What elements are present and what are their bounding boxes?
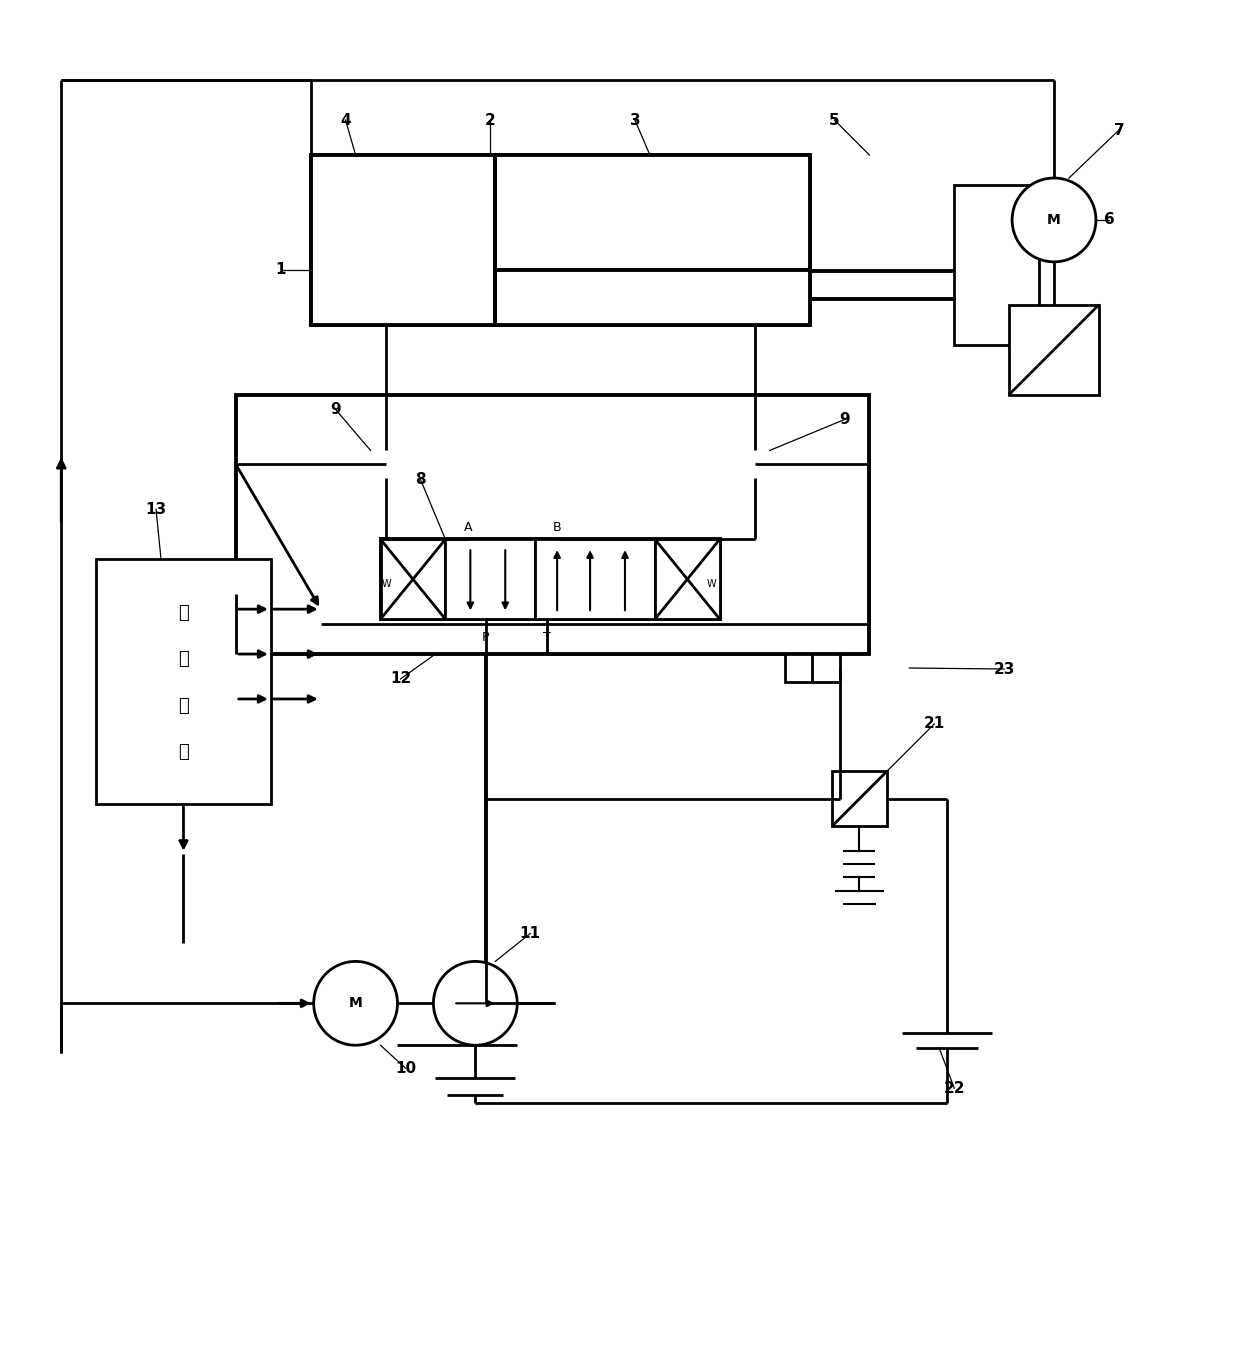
Text: W: W (382, 580, 392, 589)
Text: P: P (482, 631, 490, 643)
Bar (495, 299, 810, 325)
Text: 制: 制 (179, 650, 188, 669)
Text: 7: 7 (1114, 123, 1125, 138)
Bar (311, 156, 495, 325)
Bar (536, 539, 655, 619)
Text: 13: 13 (145, 502, 166, 517)
Bar (371, 451, 401, 478)
Text: 8: 8 (415, 473, 425, 487)
Text: M: M (1047, 213, 1061, 227)
Circle shape (434, 961, 517, 1045)
Bar (740, 451, 770, 478)
Bar (955, 185, 1039, 345)
Text: T: T (543, 631, 551, 643)
Bar (655, 539, 719, 619)
Text: 10: 10 (394, 1060, 417, 1075)
Bar (381, 539, 445, 619)
Text: B: B (553, 521, 560, 533)
Text: 5: 5 (830, 112, 839, 127)
Circle shape (1012, 177, 1096, 261)
Bar (495, 156, 810, 299)
Bar (832, 772, 887, 826)
Text: 4: 4 (340, 112, 351, 127)
Text: 23: 23 (993, 662, 1014, 677)
Bar (495, 156, 810, 269)
Bar (785, 654, 839, 682)
Text: 控: 控 (179, 604, 188, 621)
Text: 12: 12 (389, 672, 412, 686)
Bar (97, 559, 270, 804)
Text: 机: 机 (179, 697, 188, 715)
Text: 9: 9 (330, 402, 341, 417)
Text: 11: 11 (520, 926, 541, 941)
Text: 22: 22 (944, 1080, 965, 1095)
Text: 3: 3 (630, 112, 640, 127)
Bar (311, 156, 495, 325)
Bar (495, 269, 810, 325)
Text: 2: 2 (485, 112, 496, 127)
Bar (236, 394, 869, 654)
Text: 构: 构 (179, 743, 188, 761)
Text: M: M (348, 997, 362, 1010)
Text: 1: 1 (275, 263, 286, 278)
Circle shape (314, 961, 398, 1045)
Text: 6: 6 (1104, 213, 1115, 227)
Text: 21: 21 (924, 716, 945, 731)
Text: W: W (707, 580, 717, 589)
Text: A: A (464, 521, 472, 533)
Bar (1009, 305, 1099, 394)
Text: 9: 9 (839, 412, 849, 427)
Bar (381, 539, 719, 619)
Bar (445, 539, 536, 619)
